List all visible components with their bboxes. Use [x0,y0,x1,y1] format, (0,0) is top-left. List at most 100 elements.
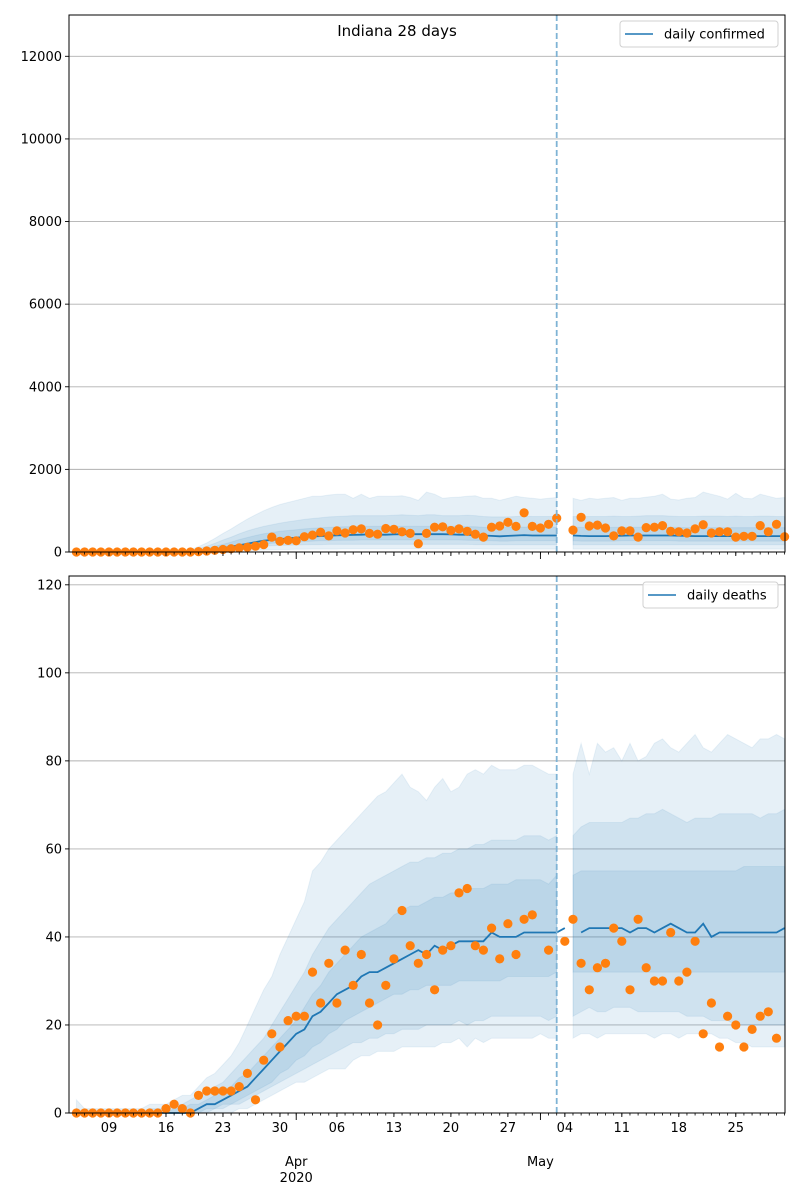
observed-point [633,914,643,924]
observed-point [771,519,782,529]
observed-point [641,963,651,973]
observed-point [682,967,692,977]
observed-point [250,1095,261,1105]
observed-point [755,521,765,531]
band-mid [75,834,558,1114]
observed-point [706,998,717,1008]
observed-point [193,1090,204,1100]
x-tick-label: 27 [500,1121,517,1136]
observed-point [723,1011,733,1021]
observed-point [470,529,480,539]
y-tick-label: 0 [54,546,62,561]
observed-point [161,1104,171,1114]
observed-point [478,945,488,955]
observed-point [714,1042,725,1052]
observed-point [625,526,635,536]
observed-point [218,1086,228,1096]
observed-point [283,1016,293,1026]
observed-point [763,527,773,537]
y-tick-label: 8000 [29,215,62,230]
observed-point [242,542,252,552]
observed-point [340,945,350,955]
observed-point [478,532,488,542]
observed-point [291,1011,301,1021]
observed-point [283,535,293,546]
observed-point [544,519,554,529]
observed-point [373,1020,383,1030]
observed-point [340,528,350,538]
observed-point [690,524,700,534]
observed-point [389,524,399,534]
y-tick-label: 12000 [21,50,62,65]
observed-point [267,532,277,542]
observed-point [714,527,725,537]
y-tick-label: 120 [37,578,62,593]
observed-point [397,905,407,916]
observed-point [519,914,529,924]
observed-point [250,541,261,551]
observed-point [307,530,318,540]
observed-point [291,536,301,546]
observed-point [259,1055,269,1065]
observed-point [446,941,456,951]
observed-point [600,523,611,533]
observed-point [454,524,464,534]
observed-point [584,985,594,995]
deaths-y-axis: 0 20 40 60 80 100 120 [37,578,69,1122]
confirmed-chart: 0 2000 4000 6000 8000 10000 12000 Indiana 28 d… [21,14,790,561]
confirmed-observed-points [71,508,790,557]
observed-point [413,539,423,549]
observed-point [511,949,521,960]
observed-point [487,522,497,532]
y-tick-label: 10000 [21,132,62,147]
observed-point [421,949,432,960]
y-tick-label: 80 [45,754,62,769]
x-tick-label: 30 [272,1121,289,1136]
observed-point [527,521,537,532]
observed-point [446,525,456,536]
observed-point [706,528,717,538]
observed-point [763,1007,773,1017]
confirmed-y-axis: 0 2000 4000 6000 8000 10000 12000 [21,50,69,561]
observed-point [381,523,391,534]
observed-point [324,531,334,541]
observed-point [503,919,513,929]
observed-point [576,958,586,968]
x-year-label: 2020 [280,1171,313,1186]
observed-point [584,521,594,531]
observed-point [226,544,236,554]
observed-point [210,545,220,555]
observed-point [177,1104,187,1114]
observed-point [674,976,684,986]
observed-point [267,1029,277,1039]
observed-point [649,976,660,986]
x-tick-label: 11 [614,1121,631,1136]
observed-point [747,531,757,541]
observed-point [609,923,619,933]
observed-point [438,945,448,955]
observed-point [592,520,603,530]
observed-point [356,524,366,534]
observed-point [470,941,480,951]
observed-point [617,526,627,536]
observed-point [364,528,375,539]
observed-point [259,540,269,550]
observed-point [609,531,619,541]
observed-point [430,985,440,995]
deaths-axes-frame [68,575,786,1114]
observed-point [381,980,391,991]
deaths-legend-label: daily deaths [687,589,767,604]
y-tick-label: 4000 [29,380,62,395]
observed-point [210,1086,220,1096]
observed-point [747,1024,757,1034]
observed-point [739,1042,749,1052]
observed-point [666,927,676,938]
observed-point [739,531,749,541]
observed-point [535,523,546,533]
y-tick-label: 0 [54,1107,62,1122]
chart-title: Indiana 28 days [337,22,457,40]
x-tick-label: 13 [386,1121,403,1136]
observed-point [592,963,603,973]
observed-point [519,508,529,518]
observed-point [275,1042,285,1052]
